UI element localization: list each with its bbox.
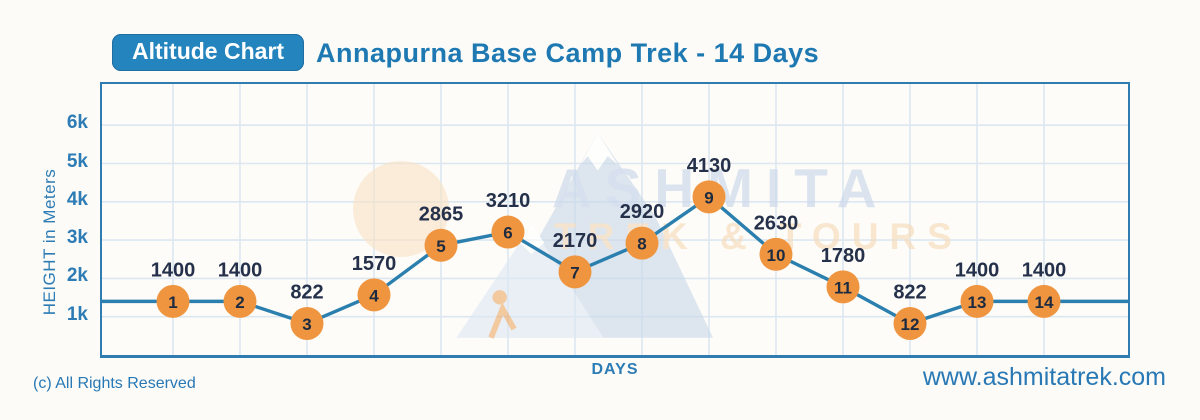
data-point-marker	[223, 284, 257, 318]
data-point-marker	[960, 284, 994, 318]
data-point-marker	[759, 237, 793, 271]
altitude-value-label: 1400	[151, 259, 196, 281]
data-point-marker	[625, 226, 659, 260]
day-number-label: 4	[369, 286, 379, 305]
day-number-label: 13	[968, 293, 987, 312]
y-tick-label: 3k	[66, 227, 88, 249]
day-number-label: 3	[302, 315, 311, 334]
altitude-line-series: 1 1400 2 1400 3 822 4 1570 5 2865 6 3210 7 2170 8 2920 9…	[102, 155, 1128, 341]
y-tick-label: 1k	[66, 303, 88, 325]
data-point-marker	[357, 278, 391, 312]
y-axis-ticks: 1k 2k 3k 4k 5k 6k	[52, 82, 88, 358]
chart-area: ASHMITA TREK & TOURS 1140021400382241570…	[100, 82, 1130, 358]
day-number-label: 10	[767, 246, 786, 265]
altitude-value-label: 2865	[419, 203, 464, 225]
data-point-marker	[692, 180, 726, 214]
day-number-label: 9	[704, 188, 713, 207]
altitude-value-label: 822	[893, 282, 926, 304]
day-number-label: 1	[168, 293, 177, 312]
altitude-value-label: 2170	[553, 230, 598, 252]
day-number-label: 11	[834, 278, 852, 297]
altitude-value-label: 1780	[821, 245, 866, 267]
y-tick-label: 4k	[66, 188, 88, 210]
mountain-logo-icon	[456, 133, 714, 339]
day-number-label: 6	[503, 224, 512, 243]
altitude-value-label: 1400	[955, 259, 1000, 281]
x-axis-title: DAYS	[591, 361, 639, 378]
altitude-value-label: 1400	[218, 259, 263, 281]
data-point-marker	[424, 228, 458, 262]
data-point-marker	[558, 255, 592, 289]
y-tick-label: 5k	[66, 150, 88, 172]
altitude-value-label: 2630	[754, 212, 799, 234]
y-tick-label: 2k	[66, 265, 88, 287]
altitude-value-label: 822	[290, 282, 323, 304]
data-point-marker	[826, 270, 860, 304]
data-point-marker	[290, 307, 324, 341]
y-tick-label: 6k	[66, 112, 88, 134]
data-point-marker	[893, 307, 927, 341]
altitude-line	[102, 195, 1128, 326]
day-number-label: 2	[235, 293, 244, 312]
data-point-marker	[1027, 284, 1061, 318]
day-number-label: 14	[1035, 293, 1054, 312]
copyright-text: (c) All Rights Reserved	[33, 375, 196, 392]
altitude-value-label: 1400	[1022, 259, 1067, 281]
altitude-value-label: 3210	[486, 190, 531, 212]
altitude-chart-badge: Altitude Chart	[112, 34, 305, 71]
altitude-value-label: 2920	[620, 201, 665, 223]
page-title: Annapurna Base Camp Trek - 14 Days	[316, 38, 820, 68]
data-point-marker	[491, 215, 525, 249]
data-point-marker	[156, 284, 190, 318]
altitude-value-label: 1570	[352, 253, 397, 275]
day-number-label: 5	[436, 237, 445, 256]
day-number-label: 8	[637, 235, 646, 254]
day-number-label: 12	[901, 315, 920, 334]
day-number-label: 7	[570, 263, 579, 282]
altitude-value-label: 4130	[687, 155, 732, 177]
website-url: www.ashmitatrek.com	[922, 363, 1166, 391]
